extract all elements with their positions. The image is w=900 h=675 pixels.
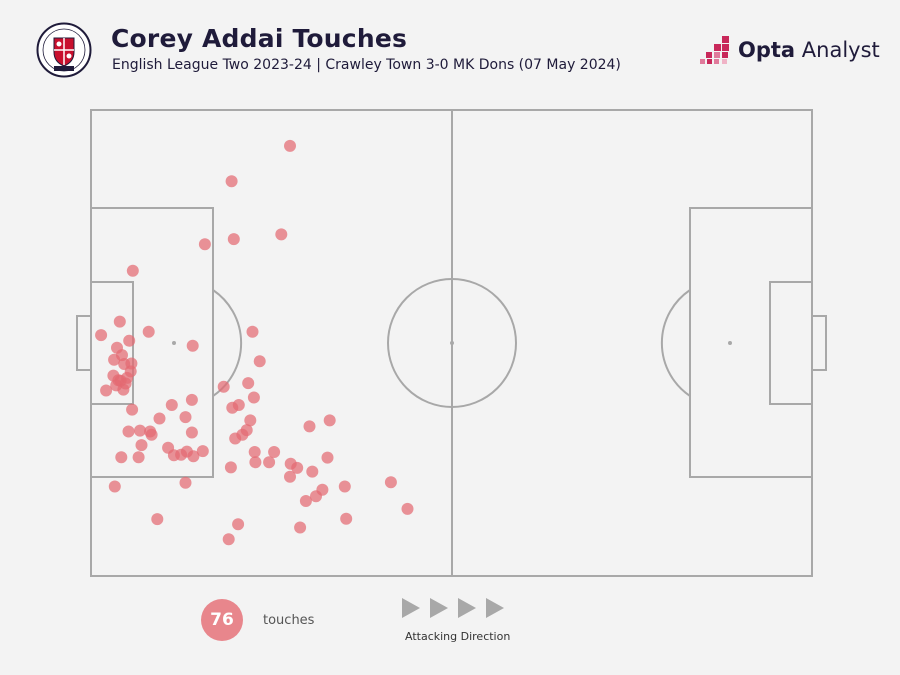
right-goal [811,315,827,371]
opta-analyst-logo: Opta Analyst [700,34,880,66]
touch-point [122,425,135,438]
chart-title: Corey Addai Touches [111,24,408,53]
right-six-yard-box [769,281,813,405]
touch-point [240,424,253,437]
touch-point [167,449,180,462]
touch-point [113,315,126,328]
brand-strong: Opta [738,38,796,62]
arrow-right-icon [402,598,420,618]
right-penalty-arc [660,289,691,397]
touch-point [284,470,296,483]
touch-point [226,401,239,414]
touch-point [126,264,139,277]
centre-circle [387,278,517,408]
touch-point [151,513,164,526]
touch-point [246,325,259,338]
touch-point [165,399,178,411]
touch-point [306,465,319,478]
chart-subtitle: English League Two 2023-24 | Crawley Tow… [112,57,621,73]
touch-point [401,502,414,515]
touch-point [116,349,128,362]
touch-point [115,451,128,464]
arrow-right-icon [486,598,504,618]
touch-point [299,495,312,507]
attacking-direction-arrows [402,598,514,618]
touch-point [268,446,281,458]
touch-point [134,424,146,437]
touch-point [186,339,199,352]
right-penalty-spot [728,341,732,345]
touch-point [222,533,235,546]
touch-point [112,374,125,387]
touch-point [198,238,211,251]
touch-point [225,175,238,188]
touch-point [187,450,200,463]
touch-point [185,426,198,439]
touch-point [291,461,304,474]
touch-point [248,446,261,458]
touch-point [135,439,148,452]
touch-point [284,139,296,152]
touch-point [196,445,209,458]
touch-point [247,391,260,404]
arrow-right-icon [430,598,448,618]
touch-point [338,480,351,493]
touch-point [142,325,155,338]
touch-point [179,476,192,489]
touch-point [145,428,158,441]
touch-point [217,380,230,393]
touch-point [179,411,192,424]
touch-points [95,139,414,546]
touch-point [185,393,198,406]
touch-point [253,355,266,368]
left-penalty-spot [172,341,176,345]
touch-point [227,233,240,246]
touch-point [224,461,237,474]
touch-point [244,414,257,427]
arrow-right-icon [458,598,476,618]
touch-point [263,456,276,469]
touch-point [126,403,139,416]
touches-count-badge: 76 [201,599,243,641]
touch-point [95,329,108,342]
left-goal [76,315,92,371]
attacking-direction-label: Attacking Direction [405,630,511,643]
left-penalty-arc [212,289,243,397]
touch-point [232,518,245,531]
touch-point [249,456,262,469]
touch-point [384,476,397,489]
opta-pixel-icon [700,36,729,64]
touch-point [303,420,316,433]
brand-name: Opta Analyst [738,38,880,62]
pitch-lines [76,109,827,577]
touch-point [340,512,353,525]
touch-point [294,521,307,534]
touch-point [125,357,138,370]
touches-label: touches [263,613,315,628]
touch-point [123,334,136,347]
touch-point [316,483,329,496]
touch-point [275,228,288,241]
touch-point [321,451,334,464]
brand-rest: Analyst [795,38,880,62]
crawley-town-crest-icon [36,22,92,78]
touch-point [132,451,145,464]
touch-point [323,414,336,427]
touch-point [108,480,121,493]
touch-point [153,412,166,425]
touch-point [117,383,130,396]
touch-point [100,384,113,397]
centre-spot [450,341,454,345]
right-penalty-box [689,207,813,478]
touch-point [242,377,255,390]
